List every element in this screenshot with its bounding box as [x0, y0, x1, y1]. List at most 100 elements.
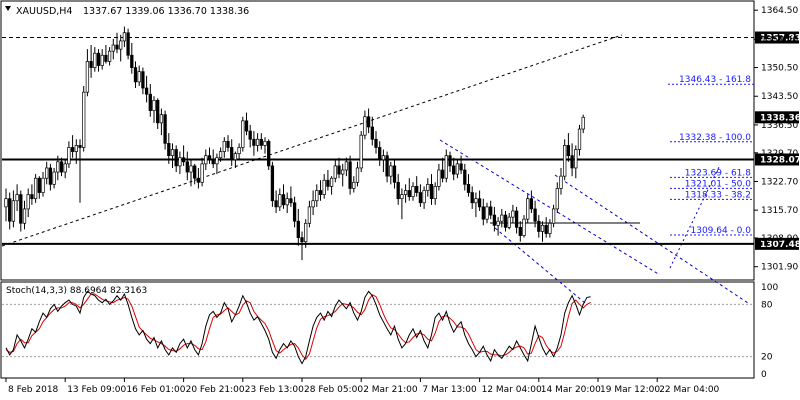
time-tick-label: 23 Feb 13:00	[245, 385, 304, 395]
candle-body	[133, 67, 138, 83]
main-pane-border	[0, 0, 755, 281]
time-tick-label: 16 Feb 01:00	[126, 385, 185, 395]
candle-body	[174, 149, 178, 167]
candle-body	[433, 186, 437, 200]
level-tag	[755, 31, 799, 44]
candle-body	[144, 87, 149, 95]
candle-body	[78, 145, 82, 148]
candle-body	[522, 218, 526, 236]
candle-body	[415, 186, 419, 193]
stochastic-indicator: 100 80 20 0	[2, 283, 778, 380]
candle-body	[167, 143, 171, 157]
candle-body	[163, 114, 167, 144]
price-tick-label: 1308.90	[761, 234, 798, 244]
collapse-arrow-icon[interactable]	[5, 6, 11, 11]
candle-body	[459, 163, 463, 171]
candle-body	[418, 192, 423, 204]
candle-body	[555, 188, 559, 210]
candle-body	[422, 190, 426, 204]
candle-body	[218, 151, 223, 159]
price-tick-label: 1322.70	[761, 177, 798, 187]
candle-body	[130, 54, 134, 68]
candle-body	[296, 220, 300, 238]
time-tick-label: 2 Mar 21:00	[363, 385, 418, 395]
candle-body	[526, 198, 530, 220]
candle-body	[82, 91, 86, 148]
candle-body	[111, 44, 115, 52]
time-tick-label: 22 Mar 04:00	[659, 385, 719, 395]
price-tick-label: 1357.40	[761, 35, 798, 45]
time-tick-label: 19 Mar 12:00	[600, 385, 660, 395]
level-tag	[755, 111, 799, 124]
candle-body	[185, 161, 189, 173]
candle-body	[259, 138, 263, 146]
candle-body	[574, 149, 578, 169]
fib-level-label: 1318.33 - 38.2	[685, 190, 751, 200]
candle-body	[407, 190, 411, 197]
candle-body	[403, 190, 408, 195]
fibonacci-levels: 1346.43 - 161.8 1332.38 - 100.0 1323.69 - …	[668, 75, 754, 236]
candle-body	[207, 155, 212, 161]
candle-body	[74, 145, 78, 152]
price-tick-label: 1301.90	[761, 263, 798, 273]
candle-body	[570, 155, 574, 169]
candle-body	[70, 147, 75, 152]
candle-body	[37, 177, 41, 193]
candle-body	[274, 200, 278, 208]
candle-body	[318, 190, 323, 195]
candle-body	[56, 161, 60, 173]
time-axis: 8 Feb 2018 13 Feb 09:00 16 Feb 01:00 20 Feb…	[5, 378, 720, 395]
candle-body	[381, 155, 386, 161]
candle-body	[300, 237, 304, 243]
candle-body	[181, 157, 186, 163]
channel-lower-line	[494, 227, 586, 304]
candle-body	[59, 161, 64, 173]
fib-level-label: 1321.01 - 50.0	[685, 179, 751, 189]
candle-body	[281, 194, 286, 206]
fib-level-label: 1346.43 - 161.8	[679, 75, 751, 85]
candle-body	[544, 224, 548, 234]
candle-body	[455, 163, 460, 175]
time-tick-label: 8 Feb 2018	[8, 385, 59, 395]
candle-body	[485, 206, 489, 220]
ohlc-values: 1337.67 1339.06 1336.70 1338.36	[83, 6, 249, 17]
candle-body	[137, 71, 141, 83]
level-tag	[755, 237, 799, 250]
channel-upper-line	[439, 139, 661, 276]
candle-body	[107, 50, 112, 62]
candle-body	[200, 163, 204, 183]
candle-body	[359, 134, 363, 169]
candle-body	[237, 147, 241, 154]
candle-body	[378, 147, 382, 161]
candle-body	[170, 149, 175, 157]
candle-body	[26, 194, 30, 210]
candle-body	[226, 140, 230, 148]
candle-body	[463, 169, 467, 185]
candle-body	[270, 165, 275, 202]
candle-body	[540, 224, 545, 232]
candle-body	[448, 155, 452, 167]
candle-body	[193, 165, 197, 179]
candle-body	[411, 186, 415, 197]
candle-body	[292, 202, 297, 222]
level-tag	[755, 153, 799, 166]
candles	[4, 26, 585, 261]
price-tick-label: 1350.50	[761, 64, 798, 74]
candle-body	[492, 214, 497, 226]
candle-body	[481, 206, 485, 220]
candle-body	[241, 120, 245, 148]
candle-body	[189, 165, 193, 173]
time-tick-label: 20 Feb 21:00	[186, 385, 245, 395]
candle-body	[496, 220, 500, 226]
candle-body	[344, 161, 349, 171]
candle-body	[178, 157, 182, 167]
stochastic-label: Stoch(14,3,3) 88.6964 82.3163	[6, 286, 147, 296]
candle-body	[337, 165, 341, 175]
price-tick-label: 1364.50	[761, 6, 798, 16]
candle-body	[85, 61, 90, 93]
candle-body	[389, 165, 393, 177]
candle-body	[437, 169, 441, 187]
price-tick-label: 1315.70	[761, 206, 798, 216]
candle-body	[311, 200, 315, 208]
